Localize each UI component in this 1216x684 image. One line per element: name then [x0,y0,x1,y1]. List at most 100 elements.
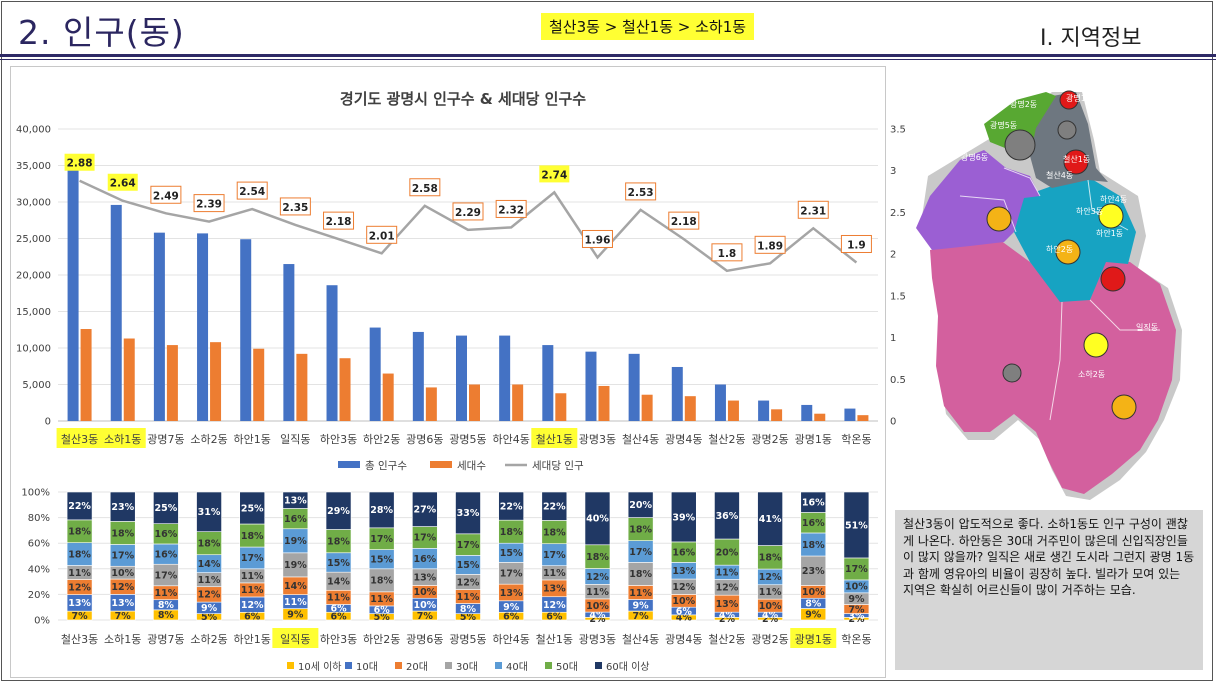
segment-label: 11% [68,568,91,579]
data-label-box [236,181,268,200]
stacked-segment [670,491,697,543]
segment-label: 29% [327,506,350,517]
map-label: 철산4동 [1046,170,1073,180]
segment-label: 16% [155,549,178,560]
x-tick-label: 소하1동 [104,632,141,646]
segment-label: 20% [629,500,652,511]
bar-total-population [714,384,726,421]
map-marker [1055,239,1081,265]
segment-label: 9% [201,603,218,614]
segment-label: 18% [586,552,609,563]
data-label-box [64,153,95,171]
map-marker [1098,203,1124,229]
bar-total-population [197,233,209,421]
y-pct-tick: 100% [21,488,50,499]
segment-label: 16% [802,498,825,509]
map-marker [1083,332,1109,358]
segment-label: 8% [460,604,477,615]
segment-label: 11% [327,593,350,604]
segment-label: 10% [802,587,825,598]
segment-label: 11% [759,587,782,598]
map-marker [1063,149,1089,175]
bar-total-population [153,232,165,421]
bar-total-population [499,335,511,421]
y-right-tick: 3 [890,166,896,177]
legend-label: 10대 [356,661,378,673]
map-label: 하안3동 [1076,206,1103,216]
segment-label: 15% [370,555,393,566]
data-label: 2.01 [369,230,395,242]
stacked-segment [239,491,266,525]
segment-label: 18% [241,531,264,542]
stacked-segment [627,491,654,518]
x-tick-label: 철산3동 [61,433,98,446]
bar-total-population [844,408,856,421]
bar-total-population [326,285,338,421]
legend-label: 60대 이상 [606,661,650,673]
segment-label: 23% [802,566,825,577]
segment-label: 22% [500,501,523,512]
segment-label: 11% [716,568,739,579]
bar-households [123,338,135,421]
data-label: 2.18 [671,216,697,228]
legend-label: 50대 [556,661,578,673]
segment-label: 5% [460,612,477,623]
data-label: 2.49 [153,190,179,202]
segment-label: 7% [115,611,132,622]
segment-label: 7% [848,604,865,615]
y-pct-tick: 0% [34,616,50,627]
segment-label: 11% [629,588,652,599]
segment-label: 14% [327,577,350,588]
bar-households [339,358,351,421]
x-tick-label: 광명3동 [579,433,616,446]
segment-label: 19% [284,560,307,571]
stacked-segment [368,491,395,529]
x-tick-label: 소하2동 [190,632,227,646]
x-tick-label: 광명1동 [795,433,832,446]
segment-label: 18% [68,527,91,538]
segment-label: 12% [241,600,264,611]
segment-label: 28% [370,505,393,516]
data-label-box [581,229,613,248]
map-label: 일직동 [1136,322,1158,332]
stacked-segment [282,491,309,509]
stacked-segment [109,491,136,522]
segment-label: 33% [457,508,480,519]
bar-total-population [283,264,295,421]
segment-label: 39% [672,512,695,523]
y-pct-tick: 60% [28,539,50,550]
x-tick-label: 광명6동 [406,633,443,646]
data-label: 2.39 [196,199,222,211]
segment-label: 11% [155,588,178,599]
data-label: 2.53 [628,187,654,199]
segment-label: 17% [500,569,523,580]
data-label-box [840,234,872,253]
chart-title: 경기도 광명시 인구수 & 세대당 인구수 [340,90,586,108]
segment-label: 16% [802,518,825,529]
x-tick-label: 광명7동 [147,433,184,446]
bar-households [857,415,869,421]
segment-label: 18% [68,549,91,560]
bar-total-population [240,239,252,421]
bar-households [469,384,480,421]
bar-total-population [67,166,79,421]
bar-total-population [585,351,597,421]
data-label-box [625,182,657,201]
segment-label: 2% [719,614,736,625]
segment-label: 23% [111,502,134,513]
segment-label: 4% [719,610,736,621]
category-highlight [99,428,146,448]
segment-label: 10% [845,582,868,593]
data-label-box [711,243,743,262]
segment-label: 13% [68,598,91,609]
stacked-segment [153,491,179,524]
map-label: 광명1동 [1066,93,1093,103]
page-title: 2. 인구(동) [18,13,185,52]
x-tick-label: 철산4동 [622,633,659,646]
x-tick-label: 소하1동 [104,432,141,446]
segment-label: 11% [543,568,566,579]
segment-label: 9% [633,601,650,612]
map-marker [1057,120,1077,140]
segment-label: 12% [716,583,739,594]
legend-swatch [445,662,452,669]
